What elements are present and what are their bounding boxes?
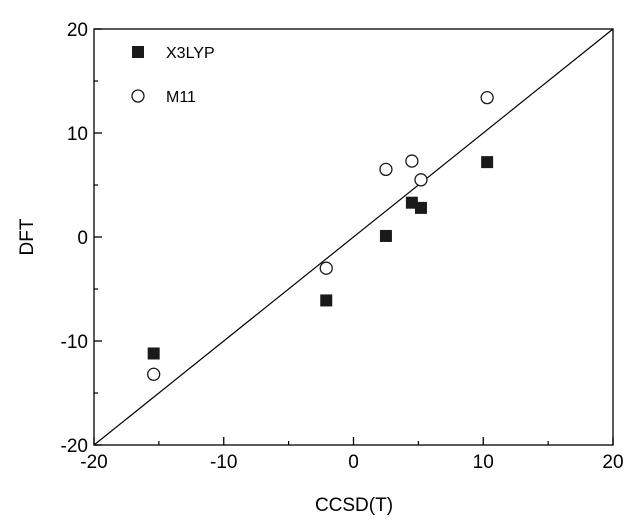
legend-marker-square (132, 46, 144, 58)
reference-line (93, 28, 614, 446)
legend-label-x3lyp: X3LYP (166, 45, 215, 62)
legend-marker-circle (131, 89, 145, 103)
x-tick-label: -10 (210, 452, 237, 473)
y-tick-label: -10 (61, 332, 88, 353)
x-tick-label: 0 (348, 452, 359, 473)
data-point-circle (480, 90, 494, 105)
data-point-square (320, 294, 333, 307)
data-point-circle (405, 154, 419, 168)
y-axis-title: DFT (17, 218, 38, 255)
data-points (147, 90, 494, 381)
x-axis-title: CCSD(T) (315, 495, 393, 516)
data-point-square (379, 229, 392, 242)
legend: X3LYP M11 (131, 45, 215, 106)
data-point-circle (414, 173, 428, 187)
x-tick-label: 20 (602, 452, 623, 473)
series-m11 (147, 90, 494, 381)
data-point-circle (147, 367, 161, 381)
data-point-square (481, 156, 494, 169)
axis-ticks: -20 -10 0 10 20 -20 -10 0 10 20 (61, 20, 624, 473)
data-point-square (414, 201, 427, 214)
legend-label-m11: M11 (166, 89, 196, 106)
reference-line-layer (93, 28, 614, 446)
data-point-square (405, 196, 418, 209)
x-tick-label: 10 (473, 452, 494, 473)
y-tick-label: 10 (67, 124, 88, 145)
data-point-square (147, 347, 160, 360)
y-tick-label: -20 (61, 436, 88, 457)
y-tick-label: 0 (77, 228, 88, 249)
data-point-circle (319, 261, 333, 275)
y-tick-label: 20 (67, 20, 88, 41)
series-x3lyp (147, 156, 494, 360)
x-tick-label: -20 (80, 452, 107, 473)
data-point-circle (379, 162, 393, 177)
